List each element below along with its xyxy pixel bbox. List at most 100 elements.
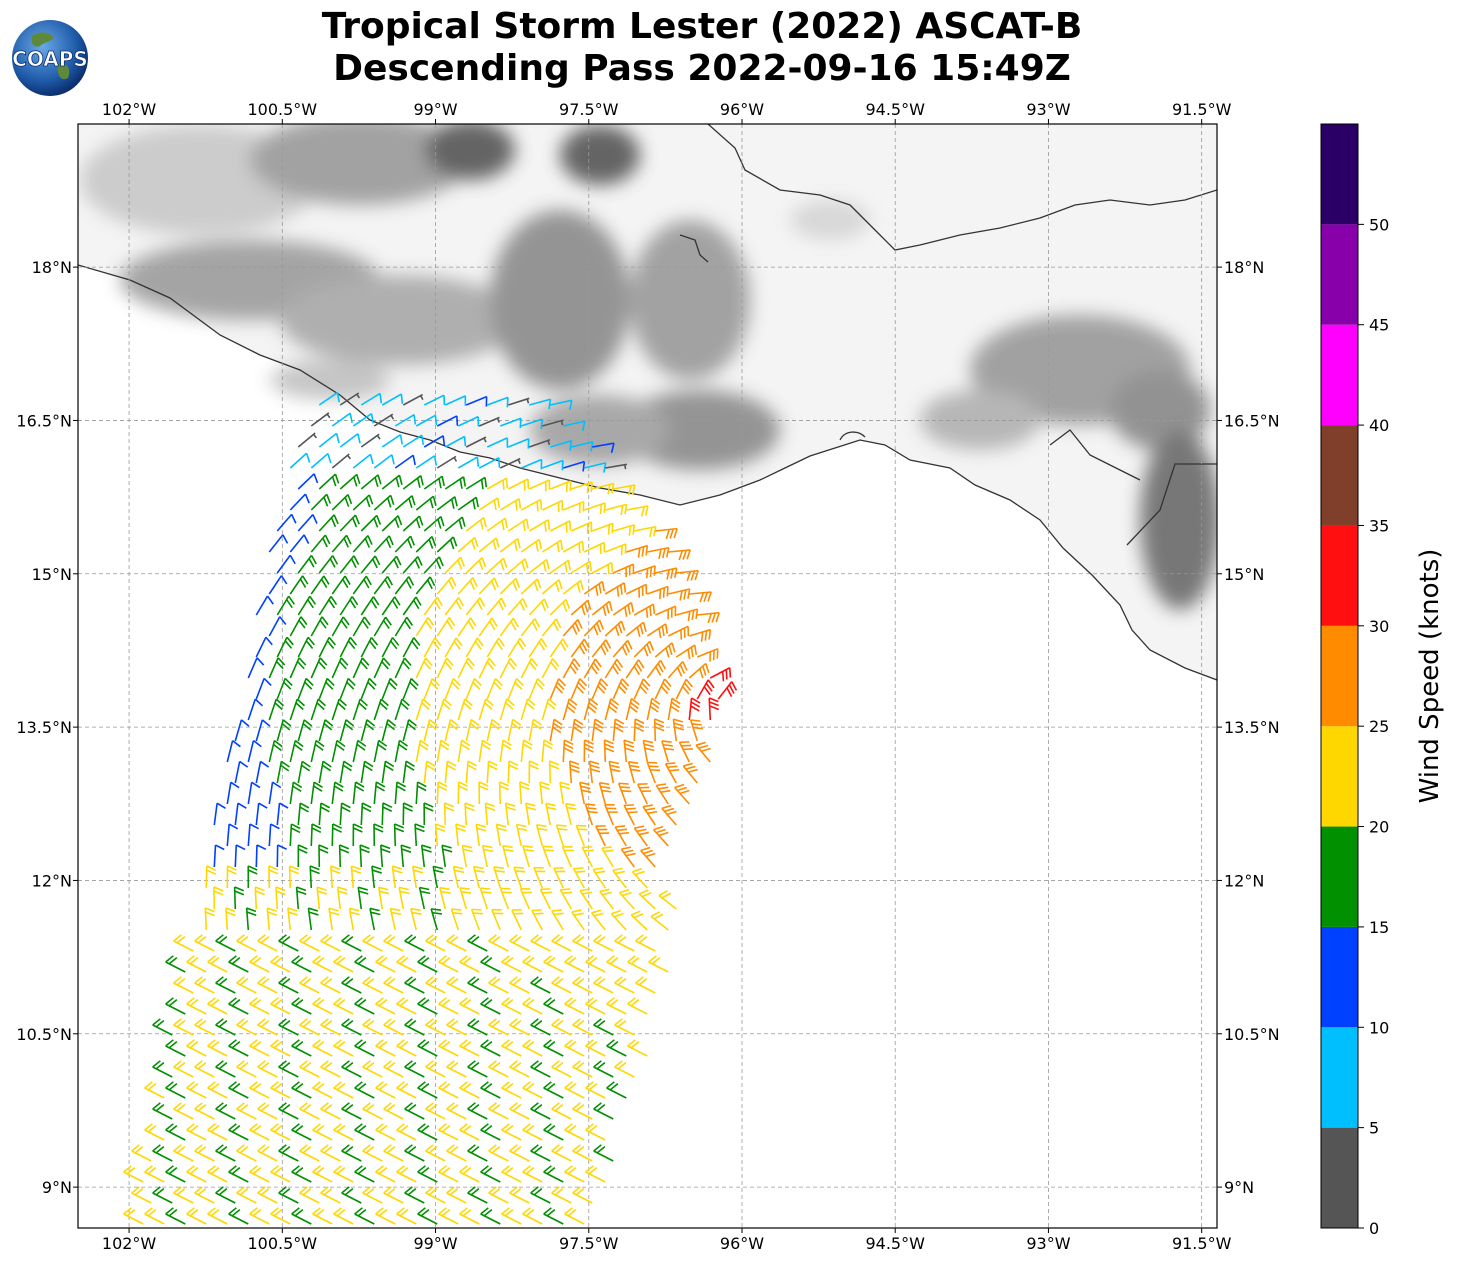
wind-barb — [459, 1165, 480, 1183]
wind-barb — [402, 556, 423, 574]
wind-barb — [278, 1060, 299, 1078]
wind-barb — [507, 637, 527, 658]
wind-barb — [459, 1039, 480, 1057]
wind-barb — [362, 976, 383, 994]
wind-barb — [459, 1207, 480, 1225]
colorbar-tick-label: 35 — [1369, 516, 1389, 535]
wind-barb — [637, 783, 652, 805]
wind-barbs — [123, 391, 738, 1225]
wind-barb — [654, 642, 676, 658]
wind-barb — [228, 997, 249, 1015]
wind-barb — [213, 886, 224, 910]
wind-barb — [373, 535, 394, 553]
wind-barb — [436, 576, 457, 595]
wind-barb — [236, 976, 257, 994]
wind-barb — [593, 1144, 614, 1162]
wind-barb — [373, 781, 386, 805]
wind-barb — [585, 1165, 606, 1183]
wind-barb — [675, 678, 694, 700]
wind-barb — [606, 1039, 627, 1057]
wind-barb — [341, 1144, 362, 1162]
colorbar-segment — [1321, 124, 1358, 225]
wind-barb — [381, 677, 398, 700]
wind-barb — [352, 412, 375, 427]
wind-barb — [268, 534, 289, 553]
wind-barb — [446, 1186, 467, 1204]
lon-tick-label-bottom: 102°W — [102, 1234, 157, 1253]
wind-barb — [696, 679, 715, 700]
wind-barb — [465, 436, 487, 448]
wind-barb — [339, 392, 361, 406]
wind-barb — [642, 739, 655, 763]
wind-barb — [249, 1039, 270, 1057]
wind-barb — [394, 576, 415, 595]
wind-barb — [362, 1060, 383, 1078]
wind-barb — [564, 1207, 585, 1225]
wind-barb — [299, 1018, 320, 1036]
wind-barb — [551, 1102, 572, 1120]
wind-barb — [480, 1039, 501, 1057]
wind-barb — [564, 1165, 585, 1183]
wind-barb — [383, 1144, 404, 1162]
wind-barb — [613, 484, 636, 496]
colorbar-segment — [1321, 425, 1358, 526]
wind-barb — [425, 976, 446, 994]
wind-barb — [625, 659, 645, 679]
wind-barb — [507, 478, 530, 491]
wind-barb — [465, 760, 478, 784]
wind-barb — [373, 494, 395, 511]
wind-barb — [655, 527, 678, 540]
wind-barb — [549, 638, 569, 658]
wind-barb — [268, 823, 280, 847]
wind-barb — [233, 886, 245, 910]
wind-barb — [634, 525, 657, 538]
wind-barb — [459, 997, 480, 1015]
wind-barb — [352, 698, 368, 721]
coastline — [78, 124, 1217, 681]
wind-barb — [312, 1039, 333, 1057]
wind-barb — [339, 596, 359, 616]
wind-barb — [228, 955, 249, 973]
wind-barb — [559, 888, 573, 910]
wind-barb — [501, 997, 522, 1015]
wind-barb — [501, 1207, 522, 1225]
wind-barb — [394, 616, 414, 637]
wind-barb — [486, 718, 501, 742]
wind-barb — [228, 1039, 249, 1057]
wind-barb — [266, 907, 278, 931]
wind-barb — [354, 1123, 375, 1141]
lon-tick-label-top: 97.5°W — [559, 100, 619, 119]
wind-barb — [423, 435, 446, 448]
wind-barb — [215, 1186, 236, 1204]
wind-barb — [465, 557, 487, 574]
wind-barb — [633, 825, 649, 847]
wind-barb — [234, 719, 250, 742]
wind-barb — [318, 677, 335, 700]
wind-barb — [444, 596, 465, 616]
wind-barb — [402, 760, 415, 784]
wind-barb — [488, 934, 509, 952]
wind-barb — [612, 718, 625, 742]
wind-barb — [373, 616, 392, 637]
lon-tick-label-bottom: 93°W — [1026, 1234, 1070, 1253]
colorbar-segment — [1321, 525, 1358, 626]
wind-barb — [627, 997, 648, 1015]
wind-barb — [381, 760, 395, 784]
wind-barb — [278, 1186, 299, 1204]
wind-barb — [570, 599, 592, 616]
wind-barb — [412, 865, 424, 889]
wind-barb — [446, 1060, 467, 1078]
map-frame — [77, 123, 1218, 1229]
wind-barb — [541, 618, 562, 637]
wind-barb — [383, 976, 404, 994]
wind-barb — [646, 697, 661, 721]
wind-barb — [562, 500, 585, 514]
lat-tick-label-right: 16.5°N — [1224, 411, 1280, 430]
wind-barb — [520, 739, 533, 763]
wind-barb — [316, 886, 328, 910]
wind-barb — [525, 802, 537, 826]
wind-barb — [373, 454, 395, 469]
wind-barb — [400, 844, 412, 868]
wind-barb — [312, 1081, 333, 1099]
wind-barb — [465, 677, 482, 700]
